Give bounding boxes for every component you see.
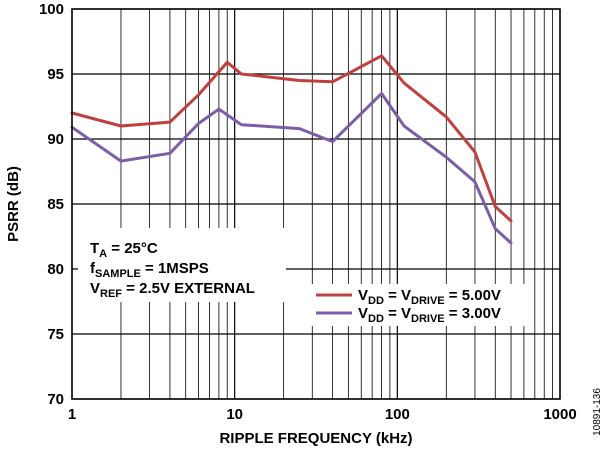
plot-frame (71, 8, 561, 400)
series-line-5v (70, 54, 513, 223)
legend-3v-sub-dd: DD (368, 313, 384, 325)
major-gridlines (71, 8, 561, 400)
legend-3v-v: V (358, 305, 368, 322)
legend-5v-sub-drive: DRIVE (411, 295, 445, 307)
series-line-3v (70, 92, 513, 245)
x-tick-label: 1 (68, 406, 76, 423)
legend-box (310, 284, 525, 326)
legend-label-5v: VDD = VDRIVE = 5.00V (358, 287, 501, 307)
annotation-fs-main: f (90, 260, 96, 277)
annotation-vref-main: V (90, 280, 100, 297)
y-axis-title: PSRR (dB) (5, 166, 22, 242)
annotation-vref: VREF = 2.5V EXTERNAL (90, 280, 255, 300)
annotation-ta-main: T (90, 240, 99, 257)
legend-5v-sub-dd: DD (368, 295, 384, 307)
annotation-fs-sub: SAMPLE (95, 268, 141, 280)
annotation-ta-sub: A (99, 248, 107, 260)
legend-3v-mid: = V (384, 305, 411, 322)
legend-5v-mid: = V (384, 287, 411, 304)
annotation-vref-sub: REF (100, 288, 122, 300)
y-tick-label: 90 (47, 131, 64, 148)
annotation-vref-value: = 2.5V EXTERNAL (122, 280, 255, 297)
x-tick-label: 1000 (543, 406, 576, 423)
legend-label-3v: VDD = VDRIVE = 3.00V (358, 305, 501, 325)
y-tick-label: 95 (47, 66, 64, 83)
x-tick-label: 100 (385, 406, 410, 423)
annotation-ta-value: = 25°C (107, 240, 158, 257)
y-tick-label: 70 (47, 391, 64, 408)
y-tick-label: 100 (39, 1, 64, 18)
y-tick-label: 85 (47, 196, 64, 213)
legend-5v-v: V (358, 287, 368, 304)
figure-id: 10891-136 (592, 388, 603, 436)
y-tick-labels: 70 75 80 85 90 95 100 (39, 1, 64, 408)
annotation-fsample: fSAMPLE = 1MSPS (90, 260, 209, 280)
series-layer (70, 54, 513, 245)
y-tick-label: 80 (47, 261, 64, 278)
annotation-fs-value: = 1MSPS (141, 260, 209, 277)
x-tick-label: 10 (226, 406, 243, 423)
legend-5v-value: = 5.00V (445, 287, 501, 304)
y-tick-label: 75 (47, 326, 64, 343)
x-axis-title: RIPPLE FREQUENCY (kHz) (219, 430, 412, 447)
legend-3v-value: = 3.00V (445, 305, 501, 322)
legend-3v-sub-drive: DRIVE (411, 313, 445, 325)
annotation-ta: TA = 25°C (90, 240, 158, 260)
x-tick-labels: 1 10 100 1000 (68, 406, 577, 423)
annotation-box (78, 228, 286, 302)
